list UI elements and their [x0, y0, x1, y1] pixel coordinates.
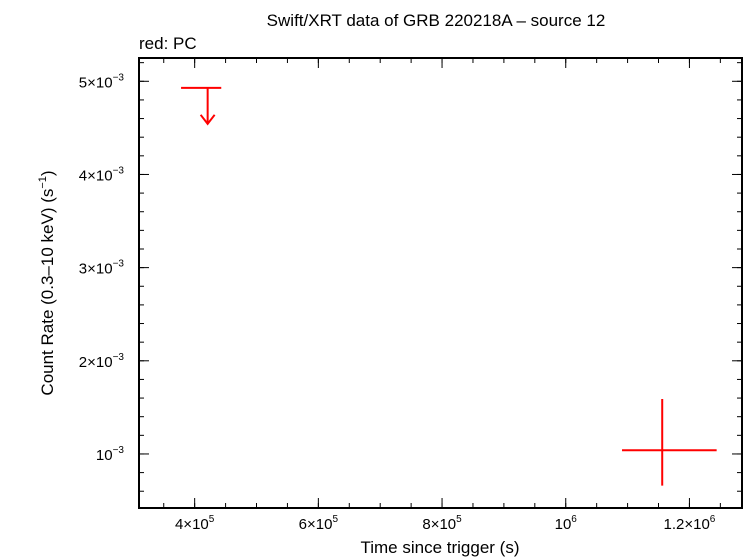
y-axis-label-exponent: −1: [37, 176, 49, 189]
y-axis-label: Count Rate (0.3–10 keV) (s−1): [37, 170, 57, 395]
y-tick-label-mantissa: 2×10: [79, 354, 113, 371]
x-tick-label: 4×105: [175, 514, 215, 533]
x-tick-label-mantissa: 10: [555, 516, 572, 533]
x-tick-label-mantissa: 6×10: [299, 516, 333, 533]
plot-frame: [138, 57, 743, 509]
y-tick-label: 3×10−3: [79, 259, 125, 278]
x-tick-label-mantissa: 8×10: [422, 516, 456, 533]
axis-ticks: 4×105 6×105 8×105 106 1.2×10610−32×10−33×10−…: [79, 58, 742, 533]
x-tick-label-exponent: 5: [209, 514, 215, 525]
chart-title: Swift/XRT data of GRB 220218A – source 1…: [267, 11, 606, 30]
y-tick-label-exponent: −3: [113, 259, 125, 270]
x-tick-label: 1.2×106: [664, 514, 716, 533]
y-tick-label: 4×10−3: [79, 165, 125, 184]
x-axis-label: Time since trigger (s): [360, 538, 519, 557]
x-tick-label: 6×105: [299, 514, 339, 533]
x-tick-label-exponent: 5: [332, 514, 338, 525]
y-tick-label-exponent: −3: [113, 72, 125, 83]
y-axis-label-main: Count Rate (0.3–10 keV) (s: [38, 189, 57, 396]
x-tick-label: 106: [555, 514, 578, 533]
y-tick-label-mantissa: 10: [96, 447, 113, 464]
data-points: [181, 86, 717, 486]
y-tick-label: 2×10−3: [79, 352, 125, 371]
y-tick-label-exponent: −3: [113, 445, 125, 456]
chart-subtitle: red: PC: [139, 34, 197, 53]
upper-limit-arrow-head: [199, 114, 216, 126]
y-tick-label-mantissa: 3×10: [79, 261, 113, 278]
y-tick-label-mantissa: 5×10: [79, 74, 113, 91]
x-tick-label-exponent: 6: [571, 514, 577, 525]
y-tick-label-exponent: −3: [113, 352, 125, 363]
x-tick-label-exponent: 6: [710, 514, 716, 525]
y-tick-label-mantissa: 4×10: [79, 167, 113, 184]
y-tick-label: 10−3: [96, 445, 125, 464]
x-tick-label-exponent: 5: [456, 514, 462, 525]
x-tick-label-mantissa: 1.2×10: [664, 516, 710, 533]
x-tick-label-mantissa: 4×10: [175, 516, 209, 533]
y-axis-label-tail: ): [38, 170, 57, 176]
y-tick-label: 5×10−3: [79, 72, 125, 91]
x-tick-label: 8×105: [422, 514, 462, 533]
y-tick-label-exponent: −3: [113, 165, 125, 176]
